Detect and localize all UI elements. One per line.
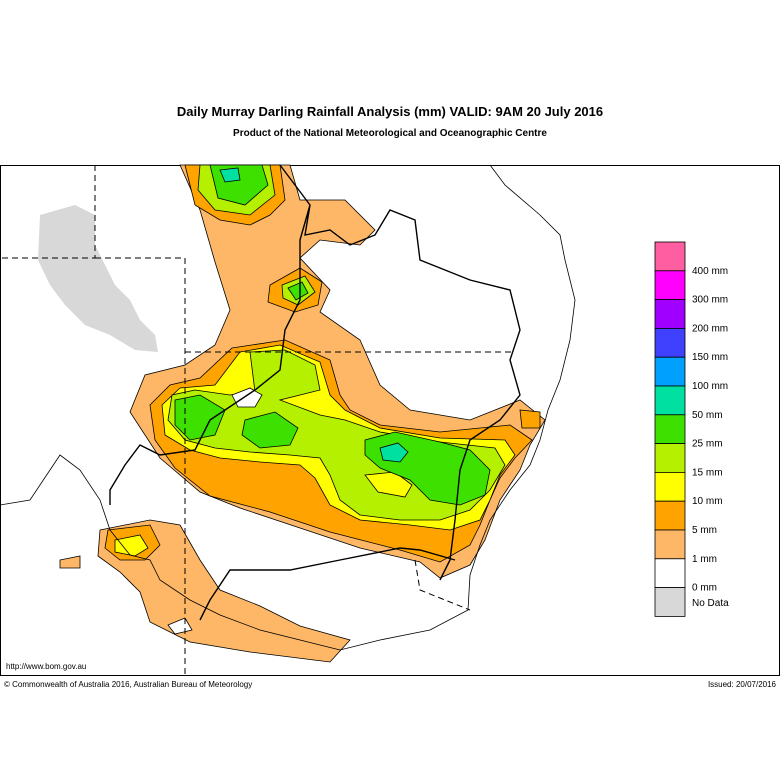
legend-swatch (654, 299, 686, 329)
legend-swatch (654, 270, 686, 300)
source-url: http://www.bom.gov.au (6, 662, 86, 671)
legend-swatch (654, 500, 686, 531)
coastline (0, 164, 576, 651)
title: Daily Murray Darling Rainfall Analysis (… (177, 104, 603, 119)
legend-swatch (654, 356, 686, 387)
rain-25mm (174, 164, 491, 506)
legend-label: 5 mm (692, 525, 717, 536)
legend-label: 200 mm (692, 323, 728, 334)
legend-label: No Data (692, 598, 729, 609)
legend-swatch (654, 587, 686, 617)
copyright: © Commonwealth of Australia 2016, Austra… (4, 680, 252, 689)
legend: 400 mm 300 mm 200 mm 150 mm 100 mm 50 mm 25 mm… (654, 241, 729, 617)
no-data-area (38, 205, 158, 352)
rain-10mm-pocket (364, 471, 413, 498)
legend-label: 10 mm (692, 496, 723, 507)
rain-50mm (219, 167, 409, 463)
map: http://www.bom.gov.au (0, 164, 780, 676)
rain-5mm-extra (104, 409, 541, 561)
legend-swatch (654, 471, 686, 502)
legend-swatch (654, 241, 686, 272)
legend-label: 300 mm (692, 295, 728, 306)
legend-swatch (654, 414, 686, 444)
legend-label: 50 mm (692, 410, 723, 421)
legend-swatch (654, 327, 686, 358)
legend-label: 1 mm (692, 554, 717, 565)
legend-label: 25 mm (692, 439, 723, 450)
legend-label: 400 mm (692, 266, 728, 277)
basin-boundary (109, 164, 521, 621)
legend-swatch (654, 443, 686, 473)
legend-swatch (654, 558, 686, 588)
rain-0mm (167, 387, 263, 635)
legend-label: 0 mm (692, 583, 717, 594)
subtitle: Product of the National Meteorological a… (233, 128, 547, 139)
legend-label: 15 mm (692, 467, 723, 478)
rain-10mm-south (114, 534, 149, 557)
legend-swatch (654, 529, 686, 560)
legend-label: 150 mm (692, 352, 728, 363)
legend-label: 100 mm (692, 381, 728, 392)
issued-date: Issued: 20/07/2016 (708, 680, 777, 689)
legend-swatch (654, 385, 686, 416)
state-borders (0, 165, 515, 675)
